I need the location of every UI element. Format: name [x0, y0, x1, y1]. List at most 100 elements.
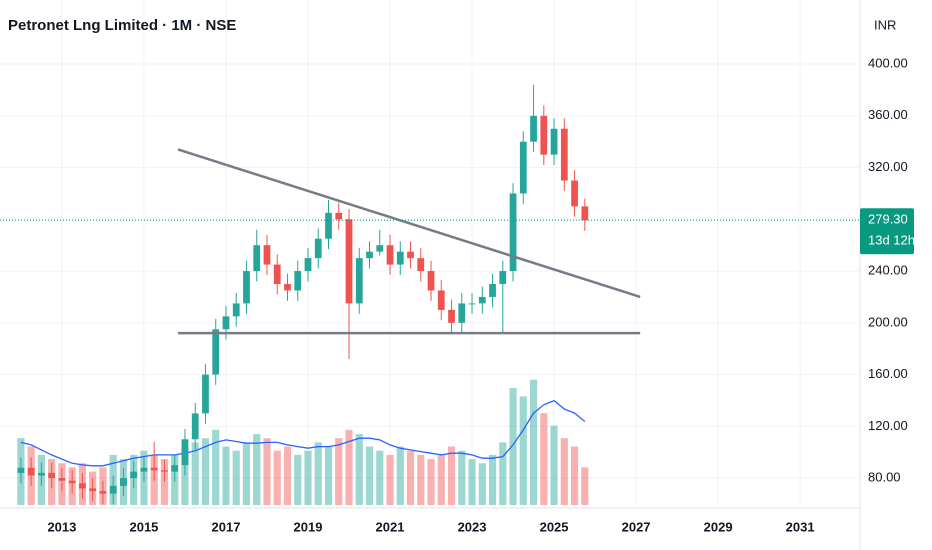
candle-body	[161, 470, 168, 472]
volume-bar	[273, 450, 281, 505]
candle-body	[530, 115, 537, 142]
volume-bar	[335, 438, 343, 505]
candle-body	[509, 193, 517, 272]
volume-bar	[581, 467, 589, 505]
candle-body	[253, 245, 261, 272]
volume-bar	[488, 454, 497, 505]
candle-body	[191, 413, 199, 440]
volume-bar	[263, 438, 271, 505]
countdown: 13d 12h	[868, 233, 915, 248]
volume-bar	[345, 429, 353, 505]
candle-body	[345, 219, 353, 304]
candle-body	[79, 483, 86, 489]
candle-body	[550, 128, 558, 155]
volume-bar	[519, 396, 527, 505]
candle-body	[68, 480, 76, 484]
candle-body	[304, 258, 312, 272]
candle-body	[38, 472, 45, 476]
volume-bar	[417, 454, 425, 505]
volume-bar	[499, 442, 507, 505]
volume-bar	[509, 388, 517, 505]
candle-body	[27, 467, 35, 476]
volume-bar	[550, 425, 558, 505]
volume-bar	[447, 446, 456, 505]
candle-body	[58, 478, 66, 481]
volume-bar	[212, 429, 220, 505]
candle-body	[17, 467, 25, 473]
y-tick-label: 80.00	[868, 470, 901, 485]
volume-bar	[570, 446, 579, 505]
volume-bar	[478, 463, 486, 505]
volume-bar	[560, 438, 568, 505]
volume-bar	[458, 450, 466, 505]
x-tick-label: 2025	[540, 519, 569, 534]
volume-bar	[304, 450, 312, 505]
volume-bar	[324, 446, 333, 505]
volume-bar	[191, 442, 199, 505]
volume-bar	[222, 446, 230, 505]
candle-body	[366, 251, 373, 259]
x-tick-label: 2027	[622, 519, 651, 534]
x-tick-label: 2017	[212, 519, 241, 534]
candle-body	[120, 478, 127, 486]
volume-bar	[386, 454, 394, 505]
candle-body	[417, 258, 425, 272]
volume-bar	[437, 454, 445, 505]
candle-body	[458, 303, 466, 323]
candle-body	[171, 465, 179, 472]
candle-body	[202, 374, 209, 414]
y-tick-label: 120.00	[868, 418, 908, 433]
candle-body	[478, 296, 486, 304]
volume-bar	[160, 459, 169, 505]
volume-bar	[232, 450, 240, 505]
candle-body	[407, 251, 414, 259]
candle-body	[130, 471, 138, 479]
last-price-box	[860, 208, 914, 255]
candle-body	[140, 467, 148, 472]
candle-body	[325, 212, 332, 239]
currency: INR	[874, 17, 896, 32]
volume-bar	[253, 434, 261, 505]
y-tick-label: 320.00	[868, 159, 908, 174]
candle-body	[335, 212, 343, 220]
candle-body	[150, 467, 158, 471]
x-tick-label: 2013	[47, 519, 76, 534]
candle-body	[284, 284, 291, 291]
candle-body	[376, 245, 384, 252]
volume-bar	[201, 438, 210, 505]
candle-body	[427, 271, 435, 291]
volume-bar	[396, 446, 404, 505]
volume-bar	[468, 459, 476, 505]
volume-bar	[540, 413, 548, 505]
candle-body	[519, 141, 527, 194]
candle-body	[468, 303, 476, 305]
candle-body	[243, 271, 250, 304]
candle-body	[89, 488, 97, 492]
candle-body	[48, 472, 56, 479]
y-tick-label: 400.00	[868, 55, 908, 70]
candle-body	[232, 303, 240, 317]
x-tick-label: 2031	[786, 519, 815, 534]
volume-ma-line	[20, 399, 586, 467]
volume-bar	[365, 446, 374, 505]
candle-body	[489, 284, 496, 297]
candle-body	[499, 271, 507, 285]
volume-bar	[314, 442, 322, 505]
candle-body	[448, 309, 455, 323]
candle-body	[212, 329, 220, 375]
candle-body	[396, 251, 404, 265]
volume-bar	[376, 450, 384, 505]
candle-body	[263, 245, 271, 265]
candle-body	[109, 485, 117, 494]
candle-body	[355, 258, 363, 304]
candle-body	[581, 206, 589, 221]
candle-body	[99, 491, 107, 494]
y-tick-label: 360.00	[868, 107, 908, 122]
volume-bar	[427, 459, 435, 505]
volume-bar	[283, 446, 292, 505]
candle-body	[181, 439, 189, 466]
x-tick-label: 2029	[704, 519, 733, 534]
candle-body	[437, 290, 445, 310]
volume-bar	[355, 434, 363, 505]
